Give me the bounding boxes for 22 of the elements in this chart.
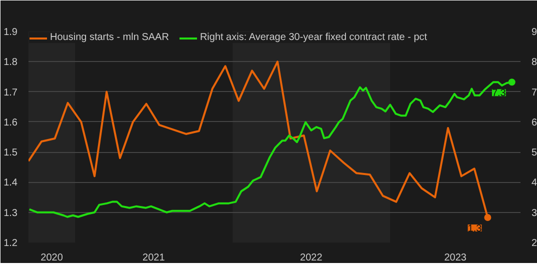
- y2-tick-label: 3: [532, 208, 537, 219]
- y2-tick-label: 9: [532, 27, 537, 38]
- y-tick-label: 1.3: [4, 208, 18, 219]
- y2-tick-label: 8: [532, 57, 537, 68]
- y-tick-label: 1.9: [4, 27, 18, 38]
- legend-label: Housing starts - mln SAAR: [50, 32, 169, 43]
- y-tick-label: 1.2: [4, 238, 18, 249]
- legend-label: Right axis: Average 30-year fixed contract rate - pct: [200, 32, 428, 43]
- y2-tick-label: 6: [532, 117, 537, 128]
- y2-tick-label: 5: [532, 148, 537, 159]
- y-tick-label: 1.5: [4, 148, 18, 159]
- x-tick-label: 2021: [142, 252, 166, 264]
- y-tick-label: 1.4: [4, 178, 18, 189]
- x-tick-label: 2020: [40, 252, 64, 264]
- y-tick-label: 1.7: [4, 87, 18, 98]
- y2-tick-label: 7: [532, 87, 537, 98]
- y2-tick-label: 4: [532, 178, 537, 189]
- x-tick-label: 2023: [444, 252, 467, 264]
- y-tick-label: 1.8: [4, 57, 18, 68]
- y-tick-label: 1.6: [4, 117, 18, 128]
- x-tick-label: 2022: [300, 252, 323, 264]
- y2-tick-label: 2: [532, 238, 537, 249]
